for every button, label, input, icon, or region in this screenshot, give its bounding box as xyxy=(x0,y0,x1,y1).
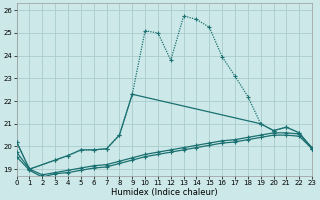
X-axis label: Humidex (Indice chaleur): Humidex (Indice chaleur) xyxy=(111,188,218,197)
